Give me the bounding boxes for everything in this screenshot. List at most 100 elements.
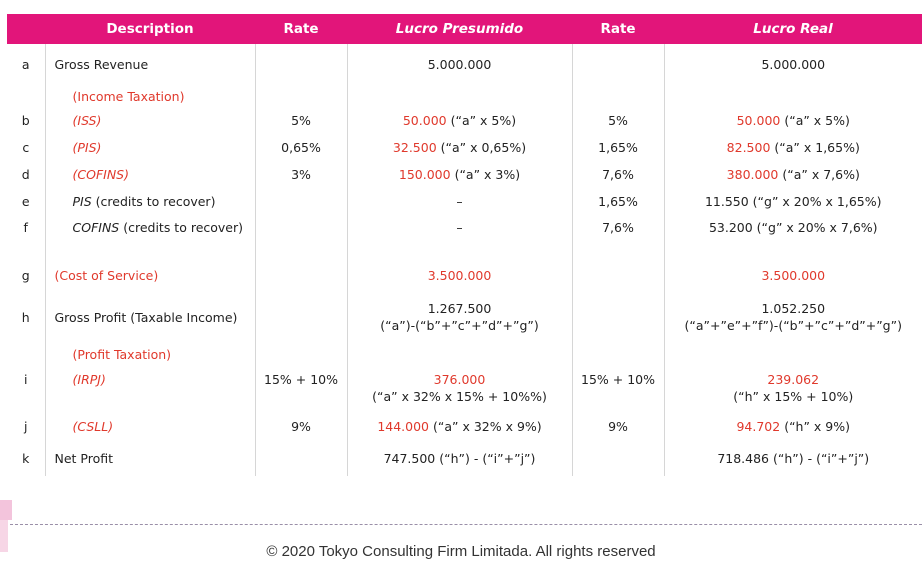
real-amount: 50.000: [736, 113, 781, 129]
row-letter: j: [7, 412, 46, 442]
row-description: (PIS): [45, 135, 256, 162]
rate-presumido: 3%: [255, 162, 348, 189]
row-description-rest: (credits to recover): [91, 194, 216, 210]
header-letter: [7, 14, 45, 44]
section-row: (Income Taxation): [7, 86, 922, 108]
value-presumido: [347, 86, 573, 108]
table-row: f COFINS (credits to recover) – 7,6% 53.…: [7, 216, 922, 260]
row-description: PIS (credits to recover): [45, 189, 256, 216]
rate-real: 15% + 10%: [572, 366, 665, 412]
table-row: k Net Profit 747.500 (“h”) - (“i”+”j”) 7…: [7, 442, 922, 476]
rate-presumido: [255, 442, 348, 476]
table-row: b (ISS) 5% 50.000 (“a” x 5%) 5% 50.000 (…: [7, 108, 922, 135]
row-letter: f: [7, 216, 46, 260]
value-presumido: 1.267.500 (“a”)-(“b”+”c”+”d”+”g”): [347, 292, 573, 344]
value-real: 11.550 (“g” x 20% x 1,65%): [704, 194, 882, 210]
presumido-formula: (“a” x 32% x 15% + 10%%): [372, 389, 547, 404]
real-formula: (“a” x 7,6%): [782, 167, 860, 183]
row-letter: [7, 344, 46, 366]
value-presumido: [347, 344, 573, 366]
row-description: (COFINS): [45, 162, 256, 189]
real-formula: (“h” x 15% + 10%): [733, 389, 854, 404]
header-lucro-real: Lucro Real: [664, 14, 922, 44]
value-real: 3.500.000: [761, 267, 826, 283]
table-row: g (Cost of Service) 3.500.000 3.500.000: [7, 260, 922, 292]
table-row: d (COFINS) 3% 150.000 (“a” x 3%) 7,6% 38…: [7, 162, 922, 189]
row-letter: d: [7, 162, 46, 189]
presumido-amount: 144.000: [377, 418, 430, 434]
real-formula: (“a”+”e”+”f”)-(“b”+”c”+”d”+”g”): [684, 318, 902, 333]
row-letter: [7, 86, 46, 108]
presumido-amount: 1.267.500: [427, 301, 492, 317]
row-description: (CSLL): [45, 412, 256, 442]
table-row: a Gross Revenue 5.000.000 5.000.000: [7, 44, 922, 86]
rate-real: [572, 44, 665, 86]
presumido-formula: (“a” x 3%): [454, 167, 521, 183]
value-presumido: 5.000.000: [347, 44, 573, 86]
row-description: Net Profit: [45, 442, 256, 476]
value-presumido: 3.500.000: [347, 260, 573, 292]
header-lucro-presumido: Lucro Presumido: [347, 14, 572, 44]
row-description-rest: (credits to recover): [119, 220, 244, 235]
value-presumido: 50.000 (“a” x 5%): [347, 108, 573, 135]
rate-real: 7,6%: [572, 216, 665, 260]
rate-real: 1,65%: [572, 135, 665, 162]
rate-presumido: [255, 216, 348, 260]
presumido-formula: (“a” x 32% x 9%): [433, 418, 542, 434]
value-presumido: –: [347, 216, 573, 260]
row-letter: b: [7, 108, 46, 135]
presumido-formula: (“a”)-(“b”+”c”+”d”+”g”): [380, 318, 539, 333]
table-row: h Gross Profit (Taxable Income) 1.267.50…: [7, 292, 922, 344]
real-amount: 239.062: [767, 372, 820, 388]
row-description: Gross Profit (Taxable Income): [45, 292, 256, 344]
value-real: [664, 344, 922, 366]
value-presumido: 376.000 (“a” x 32% x 15% + 10%%): [347, 366, 573, 412]
value-real: 239.062 (“h” x 15% + 10%): [664, 366, 922, 412]
row-letter: c: [7, 135, 46, 162]
presumido-formula: (“a” x 0,65%): [440, 140, 527, 156]
row-letter: k: [7, 442, 46, 476]
value-real: 94.702 (“h” x 9%): [664, 412, 922, 442]
presumido-formula: (“a” x 5%): [450, 113, 517, 129]
real-amount: 380.000: [726, 167, 779, 183]
section-row: (Profit Taxation): [7, 344, 922, 366]
presumido-amount: 747.500: [383, 450, 436, 466]
real-amount: 94.702: [736, 418, 781, 434]
rate-real: [572, 260, 665, 292]
row-description: COFINS (credits to recover): [45, 216, 256, 260]
row-letter: a: [7, 44, 46, 86]
real-formula: (“h” x 9%): [784, 418, 851, 434]
header-description: Description: [45, 14, 255, 44]
decorative-pink-bar: [0, 520, 8, 552]
row-letter: e: [7, 189, 46, 216]
rate-real: [572, 344, 665, 366]
header-rate-presumido: Rate: [255, 14, 347, 44]
rate-presumido: [255, 44, 348, 86]
value-real: 1.052.250 (“a”+”e”+”f”)-(“b”+”c”+”d”+”g”): [664, 292, 922, 344]
rate-presumido: [255, 189, 348, 216]
presumido-amount: 32.500: [392, 140, 437, 156]
real-amount: 718.486: [717, 450, 770, 466]
row-description: (ISS): [45, 108, 256, 135]
presumido-amount: 376.000: [433, 372, 486, 388]
table-row: j (CSLL) 9% 144.000 (“a” x 32% x 9%) 9% …: [7, 412, 922, 442]
rate-real: [572, 442, 665, 476]
value-real: 50.000 (“a” x 5%): [664, 108, 922, 135]
tax-comparison-table: Description Rate Lucro Presumido Rate Lu…: [7, 14, 922, 476]
header-rate-real: Rate: [572, 14, 664, 44]
row-description: Gross Revenue: [45, 44, 256, 86]
row-description-tax: PIS: [72, 194, 92, 210]
footer-divider: [10, 524, 922, 525]
value-real: 380.000 (“a” x 7,6%): [664, 162, 922, 189]
row-letter: g: [7, 260, 46, 292]
section-title-profit-taxation: (Profit Taxation): [45, 344, 256, 366]
real-amount: 1.052.250: [761, 301, 826, 317]
comparison-table: Description Rate Lucro Presumido Rate Lu…: [7, 14, 922, 476]
presumido-amount: 50.000: [402, 113, 447, 129]
rate-real: [572, 292, 665, 344]
real-formula: (“a” x 1,65%): [774, 140, 860, 156]
decorative-pink-square: [0, 500, 12, 520]
value-presumido: –: [347, 189, 573, 216]
presumido-amount: 150.000: [398, 167, 451, 183]
value-presumido: 747.500 (“h”) - (“i”+”j”): [347, 442, 573, 476]
